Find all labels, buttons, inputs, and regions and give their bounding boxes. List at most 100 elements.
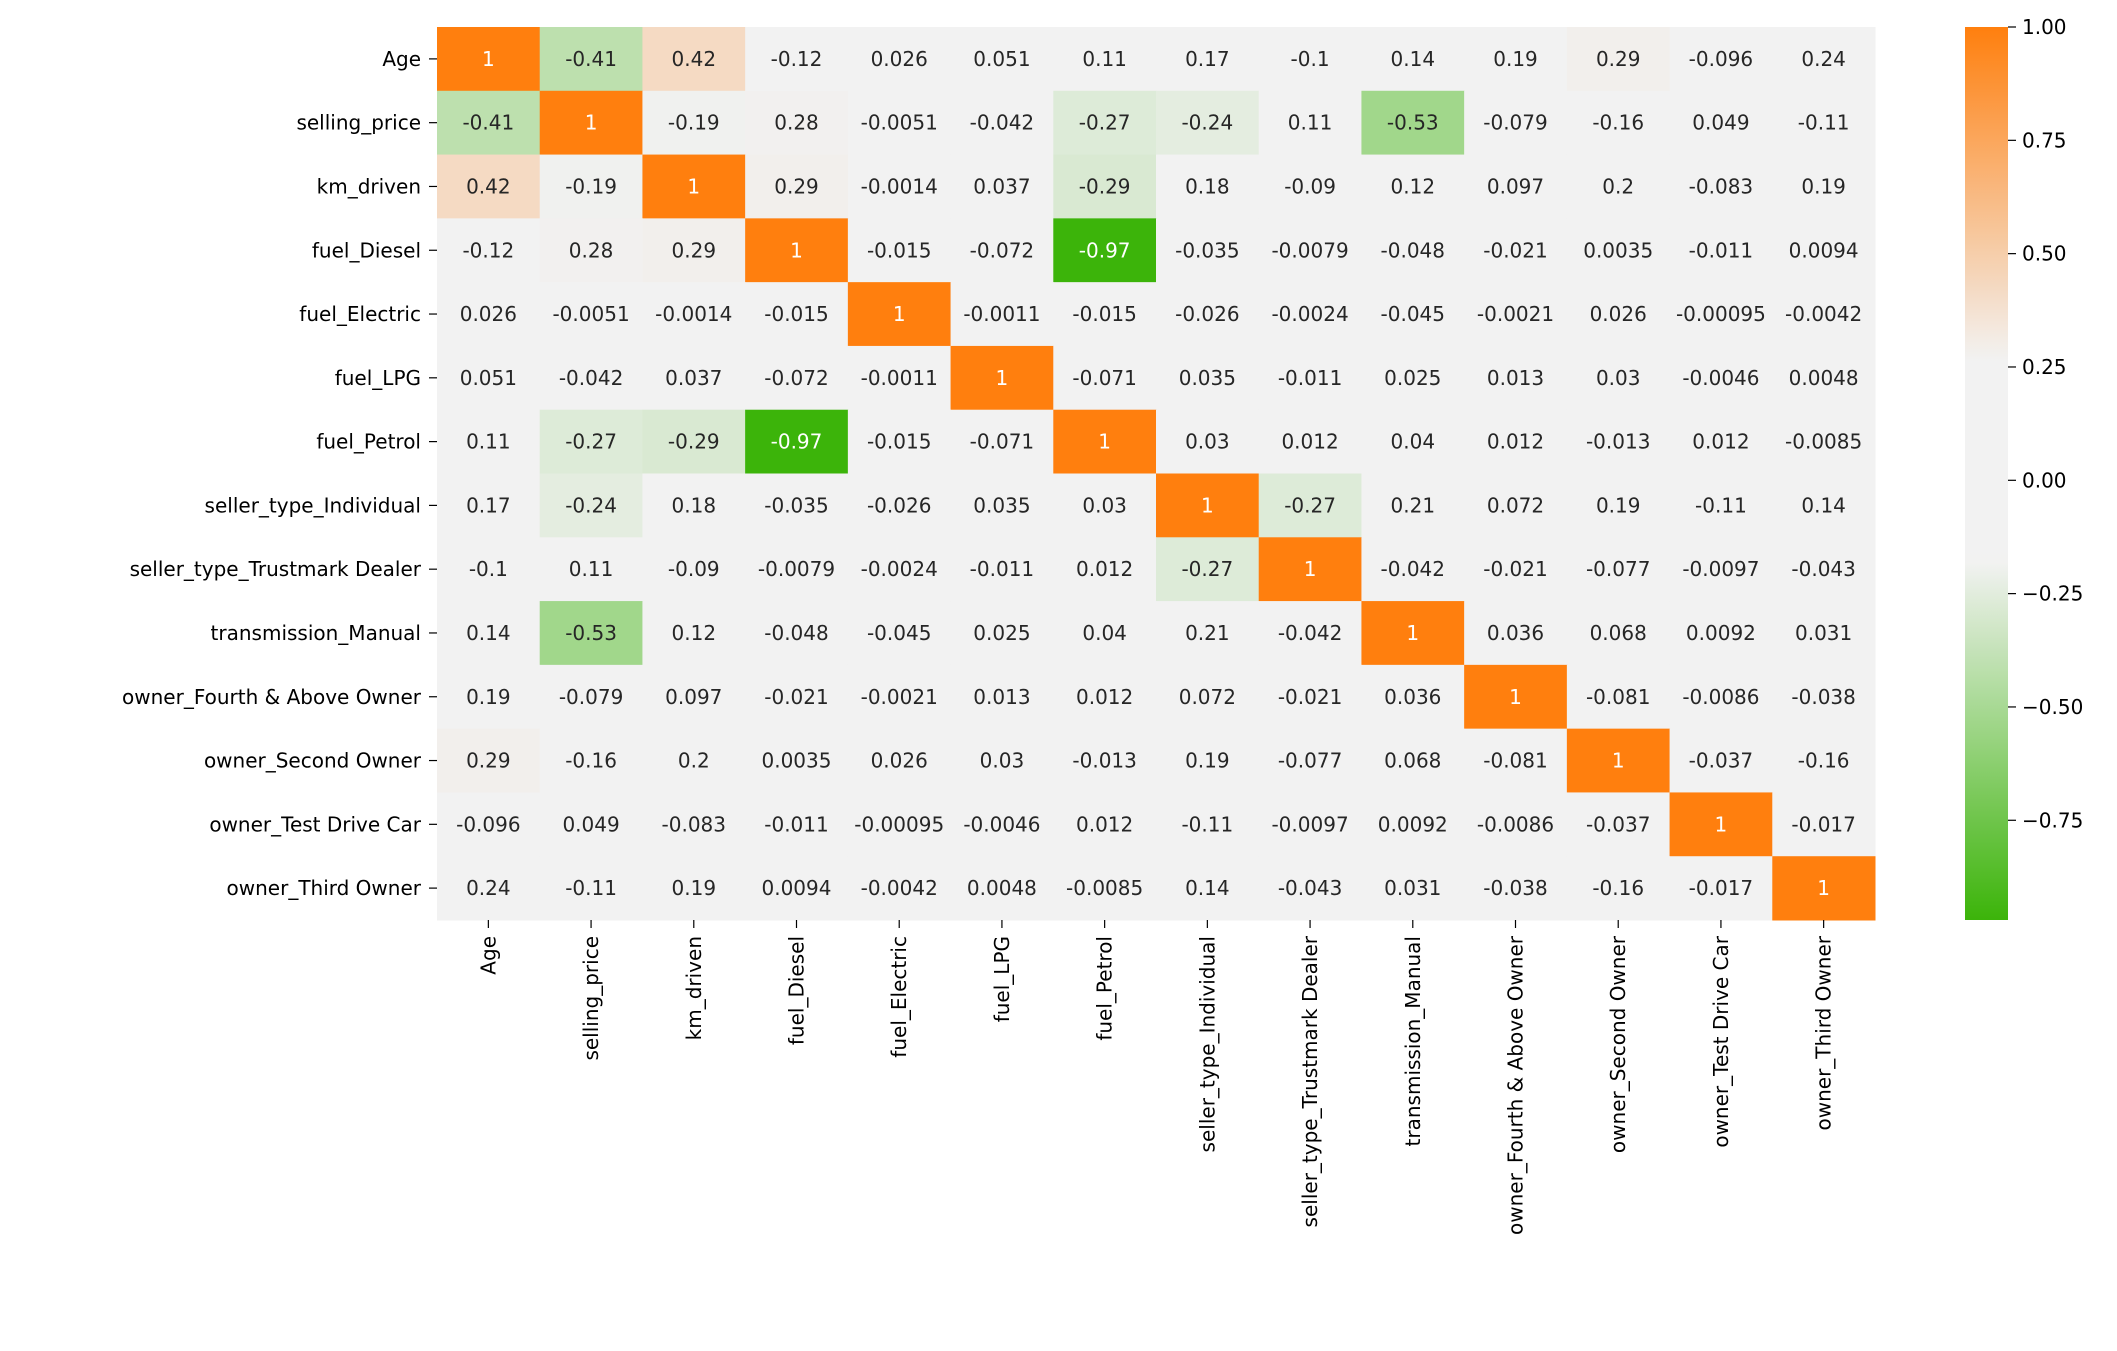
heatmap-cell <box>1772 537 1876 602</box>
heatmap-cell <box>1772 664 1876 730</box>
heatmap-cell <box>950 664 1054 730</box>
heatmap-cell <box>1258 728 1362 793</box>
heatmap-cell <box>1566 282 1671 347</box>
heatmap-cell <box>1669 664 1773 730</box>
heatmap-cell <box>1566 473 1671 538</box>
cell-annotation: 0.11 <box>1082 47 1127 71</box>
cell-annotation: 1 <box>996 366 1009 390</box>
colorbar-tick-label: 0.00 <box>2022 468 2067 492</box>
heatmap-cell <box>1772 27 1876 92</box>
cell-annotation: 0.0048 <box>1789 366 1859 390</box>
cell-annotation: 0.17 <box>1185 47 1230 71</box>
cell-annotation: 1 <box>1612 749 1625 773</box>
heatmap-cell <box>1772 154 1876 219</box>
cell-annotation: -0.11 <box>1695 493 1747 517</box>
heatmap-cell <box>642 218 746 283</box>
cell-annotation: -0.083 <box>662 812 726 836</box>
cell-annotation: -0.0097 <box>1682 557 1759 581</box>
heatmap-cell <box>1566 409 1671 474</box>
cell-annotation: 0.012 <box>1076 812 1133 836</box>
heatmap-cell <box>1156 856 1260 921</box>
cell-annotation: 1 <box>1304 557 1317 581</box>
cell-annotation: -0.079 <box>559 685 623 709</box>
heatmap-cell <box>1772 90 1876 156</box>
cell-annotation: 0.025 <box>973 621 1030 645</box>
cell-annotation: -0.013 <box>1072 749 1136 773</box>
heatmap-cell <box>642 282 746 347</box>
heatmap-cell <box>1361 27 1465 92</box>
heatmap-cell <box>1464 345 1568 411</box>
heatmap-cell <box>1053 27 1157 92</box>
heatmap-cell <box>1566 856 1671 921</box>
colorbar-tick-label: 1.00 <box>2022 15 2067 39</box>
cell-annotation: 0.2 <box>1602 174 1634 198</box>
cell-annotation: 0.026 <box>871 47 928 71</box>
heatmap-cell <box>1464 728 1568 793</box>
cell-annotation: -0.077 <box>1278 749 1342 773</box>
cell-annotation: -0.24 <box>1181 111 1233 135</box>
heatmap-cell <box>847 27 952 92</box>
cell-annotation: -0.11 <box>565 876 617 900</box>
cell-annotation: -0.096 <box>456 812 520 836</box>
x-tick-label: owner_Fourth & Above Owner <box>1504 935 1528 1235</box>
cell-annotation: -0.043 <box>1278 876 1342 900</box>
heatmap-cell <box>642 27 746 92</box>
heatmap-cell <box>1053 282 1157 347</box>
heatmap-cell <box>1772 473 1876 538</box>
cell-annotation: 0.29 <box>1596 47 1641 71</box>
heatmap-cell <box>847 664 952 730</box>
cell-annotation: -0.0024 <box>861 557 938 581</box>
cell-annotation: -0.0086 <box>1477 812 1554 836</box>
heatmap-cell <box>1361 473 1465 538</box>
cell-annotation: -0.071 <box>970 430 1034 454</box>
x-tick-label: seller_type_Trustmark Dealer <box>1298 935 1322 1227</box>
cell-annotation: 0.012 <box>1487 430 1544 454</box>
heatmap-cell <box>1156 90 1260 156</box>
cell-annotation: 0.17 <box>466 493 511 517</box>
cell-annotation: 0.026 <box>871 749 928 773</box>
heatmap-cell <box>1464 473 1568 538</box>
heatmap-cell <box>847 218 952 283</box>
heatmap-cell <box>1566 728 1671 793</box>
heatmap-cell <box>1156 792 1260 857</box>
cell-annotation: -0.0021 <box>861 685 938 709</box>
heatmap-cell <box>539 409 643 474</box>
cell-annotation: 1 <box>1817 876 1830 900</box>
heatmap-cell <box>847 856 952 921</box>
heatmap-cell <box>437 601 541 666</box>
heatmap-cell <box>642 601 746 666</box>
cell-annotation: -0.0021 <box>1477 302 1554 326</box>
heatmap-cell <box>539 282 643 347</box>
cell-annotation: -0.16 <box>1592 876 1644 900</box>
heatmap-cell <box>1258 90 1362 156</box>
cell-annotation: 0.013 <box>973 685 1030 709</box>
heatmap-cell <box>1772 601 1876 666</box>
cell-annotation: -0.081 <box>1483 749 1547 773</box>
heatmap-cell <box>1566 218 1671 283</box>
heatmap-cell <box>1669 473 1773 538</box>
cell-annotation: 0.04 <box>1082 621 1127 645</box>
heatmap-cell <box>1464 282 1568 347</box>
cell-annotation: -0.11 <box>1798 111 1850 135</box>
cell-annotation: -0.27 <box>565 430 617 454</box>
colorbar-ticks: 1.00 0.75 0.50 0.25 0.00 −0.25 −0.50 −0.75 <box>2008 15 2083 832</box>
cell-annotation: -0.038 <box>1791 685 1855 709</box>
cell-annotation: 0.24 <box>466 876 511 900</box>
cell-annotation: -0.0024 <box>1271 302 1348 326</box>
cell-annotation: -0.16 <box>1798 749 1850 773</box>
cell-annotation: 0.012 <box>1281 430 1338 454</box>
cell-annotation: -0.12 <box>771 47 823 71</box>
cell-annotation: -0.042 <box>1381 557 1445 581</box>
cell-annotation: 0.0035 <box>1583 238 1653 262</box>
heatmap-cell <box>539 473 643 538</box>
heatmap-cell <box>437 537 541 602</box>
heatmap-cell <box>745 90 849 156</box>
cell-annotation: -0.97 <box>771 430 823 454</box>
cell-annotation: 1 <box>790 238 803 262</box>
heatmap-cell <box>1772 792 1876 857</box>
cell-annotation: -0.011 <box>1689 238 1753 262</box>
cell-annotation: -0.19 <box>565 174 617 198</box>
cell-annotation: -0.0086 <box>1682 685 1759 709</box>
cell-annotation: 0.42 <box>672 47 717 71</box>
cell-annotation: 0.03 <box>1596 366 1641 390</box>
